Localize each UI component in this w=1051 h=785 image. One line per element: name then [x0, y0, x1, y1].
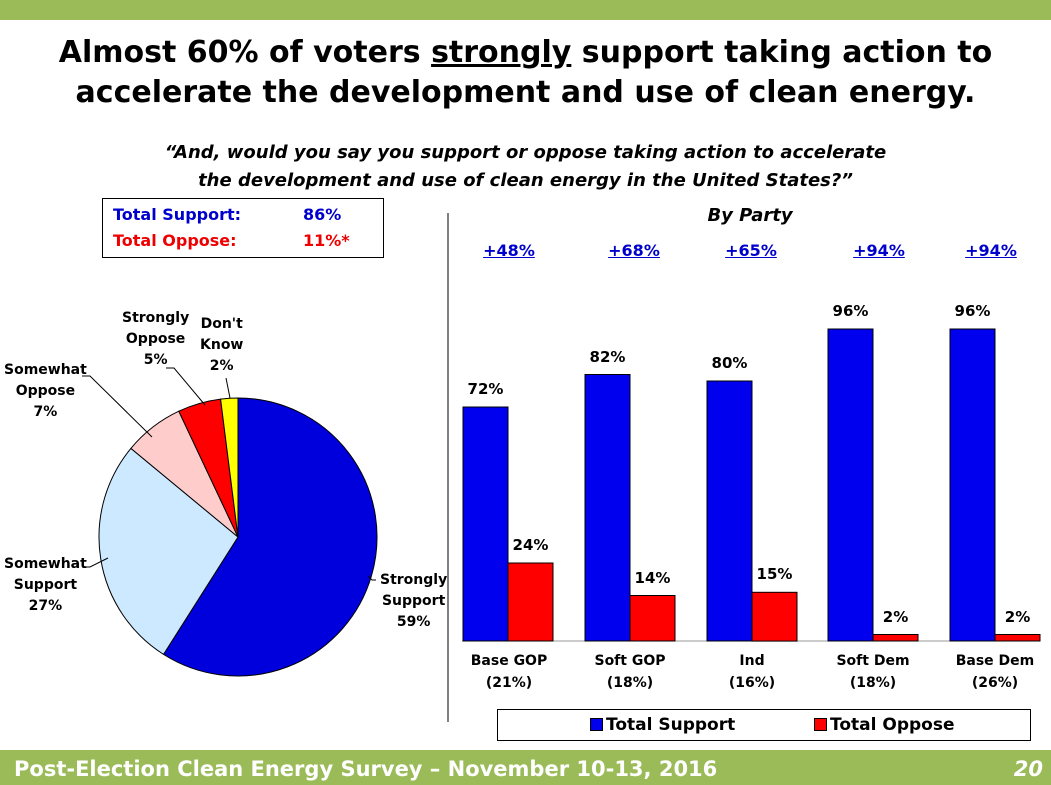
- pie-leader-lines: [82, 367, 376, 581]
- bar-value-label: 82%: [589, 347, 626, 366]
- leader-strongly-oppose: [166, 367, 206, 406]
- pie-label-somewhat-support: Somewhat Support 27%: [4, 554, 87, 617]
- category-size: (18%): [606, 675, 654, 691]
- page-number: 20: [1013, 757, 1043, 781]
- pie-label-value: 27%: [28, 598, 63, 614]
- pie-label-text: Strongly: [122, 310, 190, 326]
- category-label: Base GOP (21%): [454, 650, 564, 694]
- margin-label: +48%: [483, 241, 535, 260]
- bar-value-label: 96%: [954, 302, 991, 320]
- bar-total-oppose-base-dem: [994, 634, 1041, 642]
- category-label: Soft GOP (18%): [575, 650, 685, 694]
- category-size: (18%): [849, 675, 897, 691]
- bar-total-support-base-gop: [462, 406, 509, 642]
- bar-value-label: 2%: [1004, 607, 1031, 626]
- bar-total-support-ind: [706, 380, 753, 642]
- bar-total-support-base-dem: [949, 328, 996, 642]
- pie-slice-strongly-support: [162, 397, 378, 677]
- bar-value-label: 14%: [634, 568, 671, 587]
- legend-label: Total Support: [606, 715, 736, 735]
- total-support-row: Total Support: 86%: [113, 205, 383, 227]
- margin-label: +94%: [965, 241, 1017, 260]
- legend-swatch-oppose: [814, 718, 827, 731]
- bar-total-oppose-soft-dem: [872, 634, 919, 642]
- leader-strongly-support: [367, 575, 376, 581]
- pie-label-text: Support: [13, 577, 78, 593]
- pie-label-text: Don't: [200, 316, 243, 332]
- category-name: Ind: [739, 653, 765, 669]
- pie-label-value: 59%: [396, 614, 431, 630]
- footer-band: [0, 750, 1051, 785]
- pie-label-text: Support: [381, 593, 446, 609]
- category-label: Base Dem (26%): [940, 650, 1050, 694]
- legend-item-support: Total Support: [590, 715, 735, 735]
- pie-label-dont-know: Don't Know 2%: [200, 314, 243, 377]
- category-name: Base GOP: [470, 653, 548, 669]
- pie-slice-don-t-know: [220, 397, 239, 538]
- bar-value-label: 72%: [467, 380, 504, 398]
- margin-label: +68%: [608, 241, 660, 260]
- total-support-label: Total Support:: [113, 205, 242, 224]
- footer-title: Post-Election Clean Energy Survey – Nove…: [14, 757, 718, 781]
- category-name: Soft Dem: [836, 653, 910, 669]
- title-emphasis: strongly: [431, 35, 572, 70]
- bar-value-label: 24%: [512, 536, 549, 554]
- pie-label-strongly-oppose: Strongly Oppose 5%: [122, 308, 189, 371]
- bar-total-oppose-soft-gop: [629, 595, 676, 642]
- leader-somewhat-oppose: [82, 375, 153, 438]
- question-line1: “And, would you say you support or oppos…: [164, 142, 887, 163]
- pie-label-value: 7%: [33, 404, 58, 420]
- pie-label-value: 2%: [209, 358, 234, 374]
- bar-value-label: 80%: [711, 354, 748, 372]
- page-title: Almost 60% of voters strongly support ta…: [0, 33, 1051, 113]
- bar-total-support-soft-dem: [827, 328, 874, 642]
- top-accent-band: [0, 0, 1051, 20]
- category-name: Base Dem: [955, 653, 1035, 669]
- category-size: (26%): [971, 675, 1019, 691]
- pie-label-text: Somewhat: [4, 362, 87, 378]
- bar-chart-legend: Total Support Total Oppose: [497, 709, 1031, 741]
- total-oppose-row: Total Oppose: 11%*: [113, 231, 383, 253]
- leader-somewhat-support: [82, 557, 109, 568]
- bar-total-oppose-base-gop: [507, 562, 554, 642]
- margin-label: +65%: [725, 241, 777, 260]
- bar-value-label: 2%: [882, 607, 909, 626]
- bar-chart: [462, 328, 1041, 642]
- pie-label-text: Strongly: [380, 572, 448, 588]
- category-size: (16%): [728, 675, 776, 691]
- pie-label-strongly-support: Strongly Support 59%: [380, 570, 447, 633]
- question-line2: the development and use of clean energy …: [198, 170, 853, 191]
- pie-label-value: 5%: [143, 352, 168, 368]
- bar-total-support-soft-gop: [584, 374, 631, 642]
- pie-label-text: Know: [200, 337, 244, 353]
- legend-swatch-support: [590, 718, 603, 731]
- title-line2: accelerate the development and use of cl…: [75, 75, 976, 110]
- pie-label-somewhat-oppose: Somewhat Oppose 7%: [4, 360, 87, 423]
- title-line1-suffix: support taking action to: [581, 35, 993, 70]
- pie-label-text: Oppose: [15, 383, 76, 399]
- legend-label: Total Oppose: [830, 715, 955, 735]
- totals-box: Total Support: 86% Total Oppose: 11%*: [102, 198, 384, 258]
- pie-chart: [98, 397, 378, 677]
- bar-chart-title: By Party: [707, 205, 793, 226]
- bar-total-oppose-ind: [751, 591, 798, 642]
- title-line1-prefix: Almost 60% of voters: [58, 35, 421, 70]
- leader-dont-know: [225, 377, 231, 399]
- bar-value-label: 96%: [832, 302, 869, 320]
- category-label: Soft Dem (18%): [818, 650, 928, 694]
- total-support-value: 86%: [303, 205, 342, 224]
- pie-label-text: Oppose: [125, 331, 186, 347]
- total-oppose-value: 11%*: [303, 231, 350, 250]
- question-text: “And, would you say you support or oppos…: [0, 139, 1051, 195]
- bar-value-label: 15%: [756, 565, 793, 584]
- margin-label: +94%: [853, 241, 905, 260]
- pie-slice-somewhat-support: [98, 447, 239, 656]
- pie-label-text: Somewhat: [4, 556, 87, 572]
- legend-item-oppose: Total Oppose: [814, 715, 954, 735]
- category-label: Ind (16%): [697, 650, 807, 694]
- total-oppose-label: Total Oppose:: [113, 231, 237, 250]
- category-size: (21%): [485, 675, 533, 691]
- category-name: Soft GOP: [594, 653, 666, 669]
